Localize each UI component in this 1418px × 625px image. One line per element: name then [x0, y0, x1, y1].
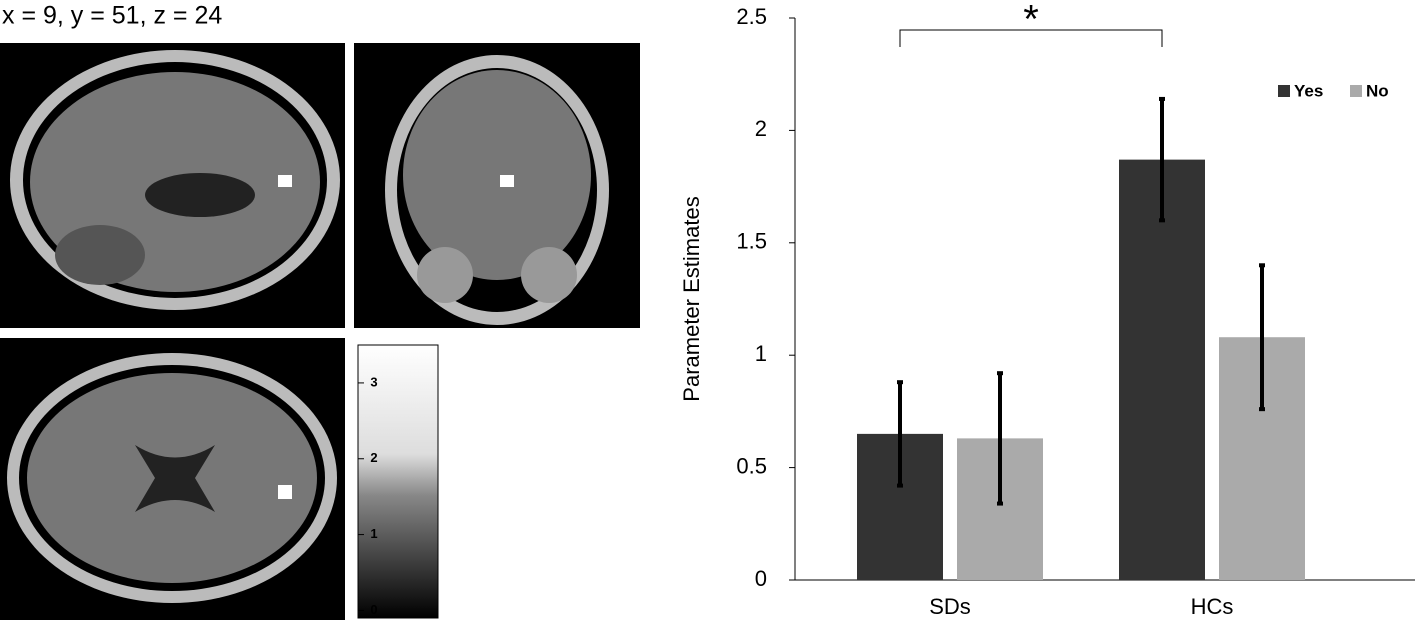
colorbar-tick-label: 1	[370, 526, 377, 541]
coronal-slice	[354, 43, 640, 328]
y-tick-label: 1.5	[736, 229, 767, 254]
colorbar-tick-label: 2	[370, 450, 377, 465]
y-tick-label: 1	[755, 341, 767, 366]
bar	[1119, 159, 1205, 580]
colorbar	[357, 344, 439, 619]
x-tick-label: SDs	[929, 594, 971, 619]
x-tick-label: HCs	[1191, 594, 1234, 619]
error-bar	[997, 371, 1003, 506]
legend-swatch	[1350, 85, 1362, 97]
legend-swatch	[1278, 85, 1290, 97]
significance-bracket	[899, 29, 1163, 47]
y-tick-label: 2.5	[736, 4, 767, 29]
axial-slice	[0, 338, 345, 620]
y-tick-label: 0.5	[736, 453, 767, 478]
colorbar-tick-label: 0	[370, 602, 377, 617]
sagittal-slice	[0, 43, 345, 328]
y-axis-label: Parameter Estimates	[679, 196, 704, 401]
colorbar-tick-label: 3	[370, 374, 377, 389]
error-bar	[1259, 263, 1265, 412]
y-tick-label: 0	[755, 566, 767, 591]
coordinates: x = 9, y = 51, z = 24	[2, 2, 222, 30]
error-bar	[1159, 96, 1165, 223]
y-tick-label: 2	[755, 116, 767, 141]
error-bar	[897, 380, 903, 488]
legend-label: Yes	[1294, 81, 1323, 100]
significance-mark: *	[1023, 0, 1039, 42]
legend-label: No	[1366, 81, 1389, 100]
